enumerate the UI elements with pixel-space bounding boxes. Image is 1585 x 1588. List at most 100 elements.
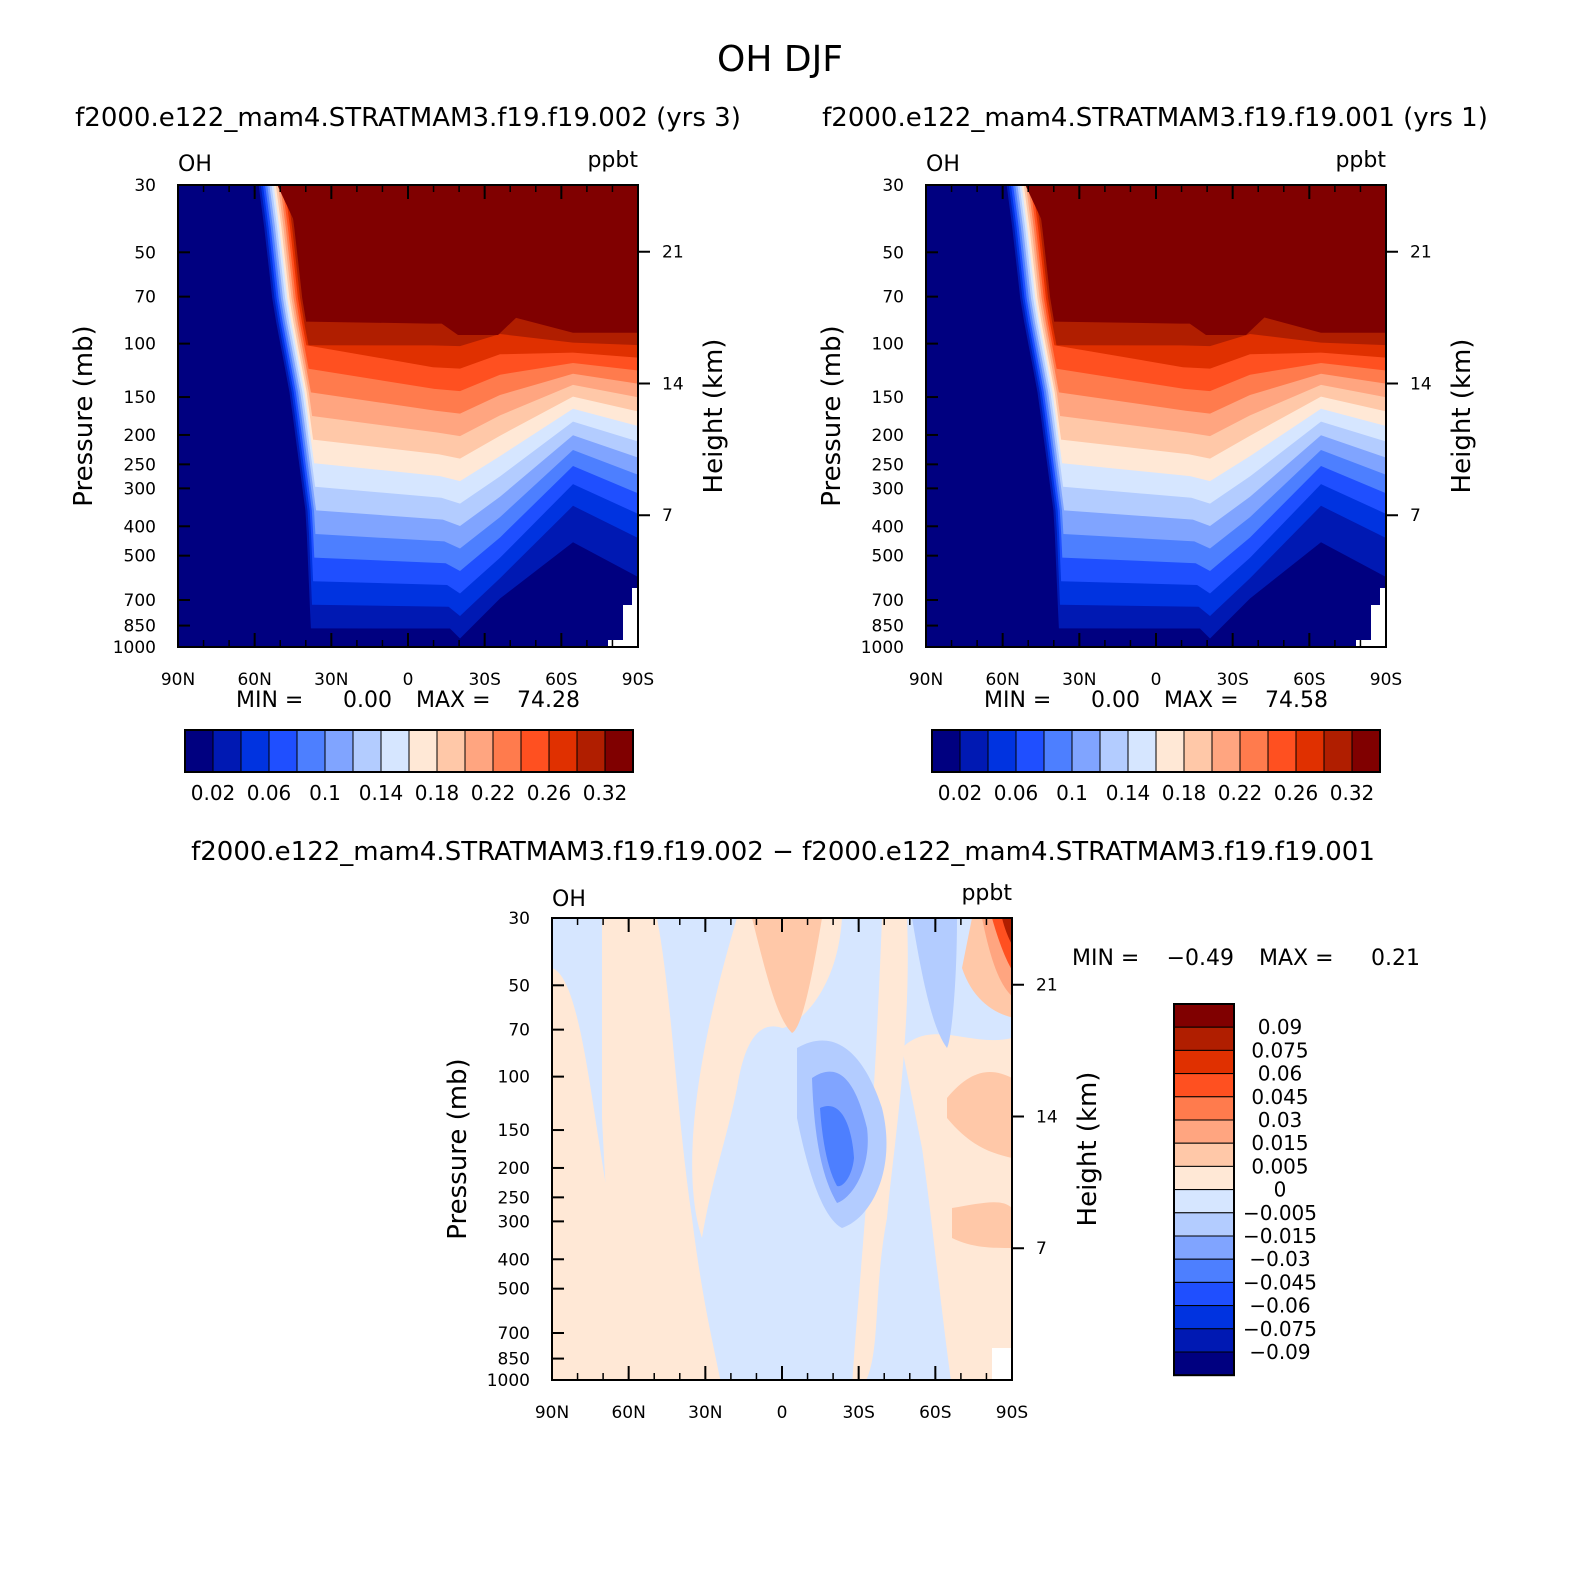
contour-band [1002,918,1012,945]
colorbar-box [184,729,214,773]
x-tick-label: 30S [1216,670,1248,690]
x-tick-label: 0 [403,670,414,690]
y-tick-label: 150 [124,388,156,408]
panel1-variable-label: OH [178,152,212,177]
panel2-contour-field [926,185,1386,647]
y-tick-label: 500 [124,547,156,567]
colorbar-box [931,729,961,773]
x-tick-label: 90N [909,670,943,690]
x-tick-label: 90N [535,1403,569,1423]
colorbar-outline [931,729,1381,773]
colorbar-box [1323,729,1353,773]
colorbar-box [212,729,242,773]
diff-axes: 90N 60N 30N 0 30S 60S 90S 30 50 70 100 150 200 250 300… [487,909,1058,1423]
diff-ylabel: Pressure (mb) [443,1058,473,1239]
height-tick-label: 14 [1410,374,1432,394]
colorbar-label: 0.32 [583,781,628,805]
y-tick-label: 300 [124,479,156,499]
missing-data [1356,588,1386,647]
y-tick-label: 250 [124,455,156,475]
colorbar-label: −0.075 [1243,1317,1317,1341]
panel1-axes: 90N 60N 30N 0 30S 60S 90S 30 50 70 100 150 200 250 300… [113,176,684,690]
colorbar-label: 0.18 [1162,781,1207,805]
diff-variable-label: OH [552,887,586,912]
y-tick-label: 850 [498,1350,530,1370]
x-tick-label: 30N [688,1403,722,1423]
y-tick-label: 250 [498,1188,530,1208]
colorbar-label: 0.26 [527,781,572,805]
colorbar-box [1127,729,1157,773]
colorbar-label: 0.02 [938,781,983,805]
panel1-max-value: 74.28 [517,688,580,713]
y-tick-label: 30 [508,909,530,929]
colorbar-label: 0.015 [1251,1131,1308,1155]
colorbar-label: −0.03 [1249,1247,1310,1271]
x-tick-label: 90N [161,670,195,690]
contour-band [912,918,957,1048]
colorbar-box [1173,1073,1235,1098]
colorbar-box [1015,729,1045,773]
panel1-contour-field [178,185,638,647]
y-tick-label: 250 [872,455,904,475]
panel1-plot: 90N 60N 30N 0 30S 60S 90S 30 50 70 100 150 200 250 300… [69,148,729,713]
missing-data [992,1348,1012,1380]
y-tick-label: 30 [882,176,904,196]
y-tick-label: 700 [872,591,904,611]
colorbar-box [1173,1165,1235,1191]
x-tick-label: 60S [919,1403,951,1423]
colorbar-box [1211,729,1241,773]
diff-colorbar: 0.090.0750.060.0450.030.0150.0050−0.005−… [1173,1003,1317,1377]
colorbar-label: 0.14 [1106,781,1151,805]
panel2-title: f2000.e122_mam4.STRATMAM3.f19.f19.001 (y… [822,103,1488,133]
height-tick-label: 21 [1036,976,1058,996]
y-tick-label: 200 [498,1159,530,1179]
colorbar-label: −0.005 [1243,1201,1317,1225]
diff-y2label: Height (km) [1073,1072,1103,1227]
y-tick-label: 500 [498,1280,530,1300]
colorbar-label: −0.015 [1243,1224,1317,1248]
y-tick-label: 70 [882,288,904,308]
colorbar-box [548,729,578,773]
colorbar-box [604,729,634,773]
x-tick-label: 90S [1370,670,1402,690]
y-tick-label: 400 [498,1250,530,1270]
colorbar-label: 0.045 [1251,1085,1308,1109]
x-tick-label: 60N [237,670,271,690]
panel2-axes: 90N 60N 30N 0 30S 60S 90S 30 50 70 100 150 200 250 300… [861,176,1432,690]
colorbar-box [1173,1351,1235,1376]
colorbar-box [324,729,354,773]
y-tick-label: 300 [498,1212,530,1232]
x-tick-label: 90S [622,670,654,690]
colorbar-outline [184,729,634,773]
panel2-variable-label: OH [926,152,960,177]
y-tick-label: 1000 [113,638,156,658]
colorbar-label: −0.09 [1249,1340,1310,1364]
colorbar-box [1155,729,1185,773]
colorbar-box [1043,729,1073,773]
panel2-y2label: Height (km) [1447,339,1477,494]
colorbar-box [576,729,606,773]
panel1-colorbar: 0.02 0.06 0.1 0.14 0.18 0.22 0.26 0.32 [184,729,634,805]
y-tick-label: 200 [124,426,156,446]
colorbar-box [268,729,298,773]
colorbar-label: 0.22 [1218,781,1263,805]
colorbar-box [1173,1049,1235,1075]
height-tick-label: 7 [662,506,673,526]
y-tick-label: 850 [872,617,904,637]
colorbar-label: 0.1 [309,781,341,805]
diff-title: f2000.e122_mam4.STRATMAM3.f19.f19.002 − … [191,837,1375,867]
diff-units-label: ppbt [961,881,1012,906]
colorbar-box [1173,1328,1235,1353]
y-tick-label: 400 [872,517,904,537]
height-tick-label: 7 [1036,1239,1047,1259]
y-tick-label: 1000 [487,1371,530,1391]
y-tick-label: 200 [872,426,904,446]
colorbar-box [1173,1281,1235,1307]
colorbar-label: 0.02 [191,781,236,805]
panel2-units-label: ppbt [1335,148,1386,173]
y-tick-label: 500 [872,547,904,567]
colorbar-label: 0.09 [1258,1015,1303,1039]
colorbar-outline [1173,1003,1235,1377]
y-tick-label: 700 [124,591,156,611]
colorbar-box [1173,1258,1235,1283]
